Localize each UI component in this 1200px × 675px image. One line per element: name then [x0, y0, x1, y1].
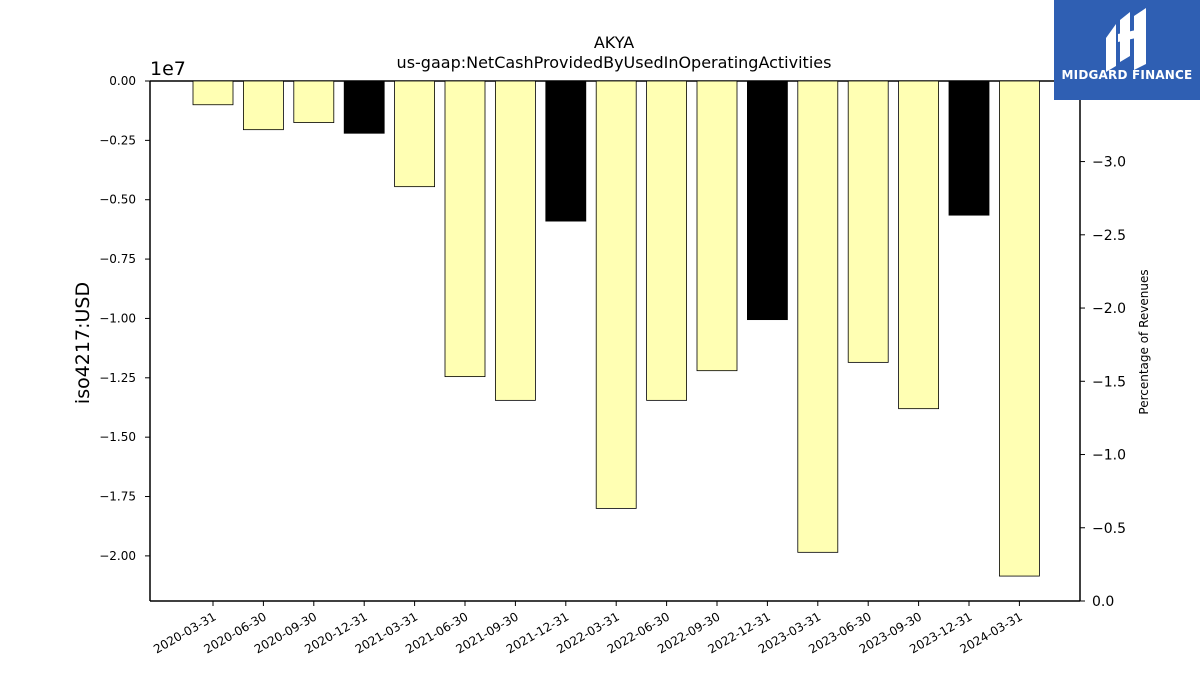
- y2-tick-label: −1.5: [1092, 374, 1126, 390]
- y-axis: 0.00 −0.25 −0.50 −0.75 −1.00 −1.25 −1.50 −1.75 −…: [99, 74, 150, 563]
- logo-text: MIDGARD FINANCE: [1061, 68, 1193, 82]
- y2-tick-label: −3.0: [1092, 155, 1126, 171]
- y-tick-label: −0.25: [99, 133, 136, 147]
- bar-2023-09-30: [898, 80, 939, 410]
- bar-2020-06-30: [242, 80, 284, 131]
- y2-axis-label: Percentage of Revenues: [1137, 269, 1151, 414]
- bar-2021-03-31: [394, 80, 436, 188]
- midgard-logo-icon: [1106, 8, 1146, 72]
- bar-2022-09-30: [696, 80, 738, 372]
- chart-subtitle: us-gaap:NetCashProvidedByUsedInOperating…: [397, 53, 832, 72]
- y2-tick-label: −1.0: [1092, 448, 1126, 464]
- x-axis: 2020-03-312020-06-302020-09-302020-12-31…: [151, 601, 1025, 656]
- bar-2023-03-31: [797, 80, 839, 553]
- bar-2024-03-31: [999, 80, 1040, 577]
- y-tick-label: 0.00: [109, 74, 136, 88]
- bar-2020-12-31: [343, 80, 385, 134]
- bar-2021-12-31: [545, 80, 587, 222]
- y2-tick-label: 0.0: [1092, 594, 1114, 610]
- y-tick-label: −1.25: [99, 371, 136, 385]
- y2-tick-label: −2.5: [1092, 228, 1126, 244]
- y-tick-label: −0.75: [99, 252, 136, 266]
- midgard-finance-logo: MIDGARD FINANCE: [1054, 0, 1200, 100]
- bar-2021-09-30: [494, 80, 536, 401]
- y-tick-label: −1.50: [99, 430, 136, 444]
- y2-tick-label: −0.5: [1092, 521, 1126, 537]
- bar-2022-06-30: [646, 80, 687, 401]
- bar-2020-03-31: [192, 80, 234, 106]
- y-tick-label: −1.00: [99, 311, 136, 325]
- y-axis-label: iso4217:USD: [72, 282, 94, 404]
- y-offset-label: 1e7: [150, 58, 186, 80]
- bar-2023-06-30: [847, 80, 889, 363]
- y-tick-label: −0.50: [99, 193, 136, 207]
- secondary-y-axis: 0.0 −0.5 −1.0 −1.5 −2.0 −2.5 −3.0: [1080, 155, 1126, 610]
- bar-2022-03-31: [595, 80, 637, 509]
- bar-2023-12-31: [948, 80, 990, 216]
- bar-2020-09-30: [293, 80, 335, 123]
- y-tick-label: −1.75: [99, 490, 136, 504]
- bar-2022-12-31: [747, 80, 788, 321]
- bar-2021-06-30: [444, 80, 486, 378]
- bars-group: [192, 80, 1040, 577]
- y-tick-label: −2.00: [99, 549, 136, 563]
- y2-tick-label: −2.0: [1092, 301, 1126, 317]
- chart-title: AKYA: [594, 33, 634, 52]
